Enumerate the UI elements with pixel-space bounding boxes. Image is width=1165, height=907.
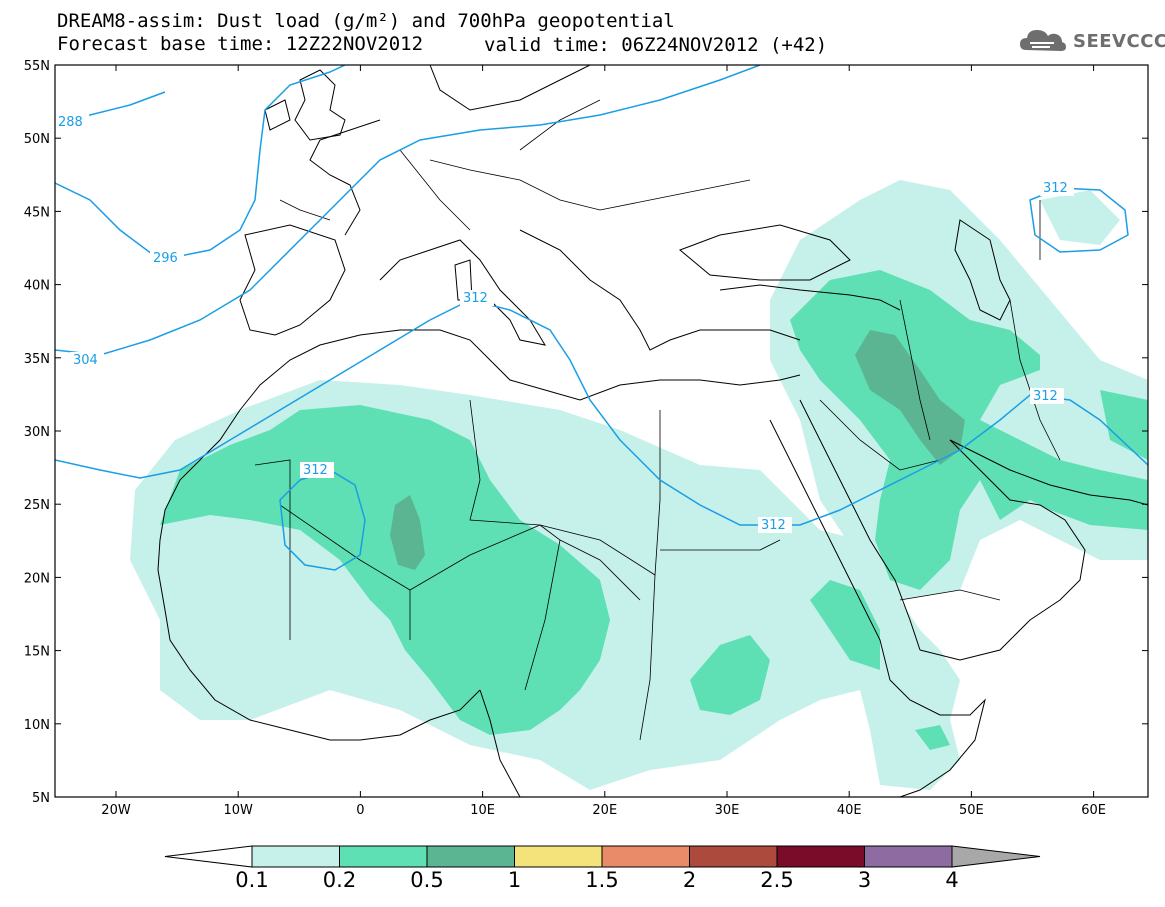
cloud-logo-icon bbox=[1020, 30, 1066, 51]
colorbar-left-arrow bbox=[164, 845, 253, 868]
colorbar-segment bbox=[514, 845, 603, 868]
colorbar-segment bbox=[689, 845, 778, 868]
lat-label: 30N bbox=[24, 425, 50, 440]
lon-label: 60E bbox=[1081, 803, 1106, 818]
lon-label: 20E bbox=[592, 803, 617, 818]
lat-label: 20N bbox=[24, 571, 50, 586]
colorbar: 0.1 0.2 0.5 1 1.5 2 2.5 3 4 bbox=[164, 845, 1041, 892]
geopotential-contours bbox=[55, 65, 1148, 571]
lon-label: 50E bbox=[959, 803, 984, 818]
dust-load-dark-area bbox=[390, 330, 965, 570]
lon-label: 0 bbox=[356, 803, 364, 818]
colorbar-label: 1.5 bbox=[585, 868, 618, 892]
logo-text: SEEVCCC bbox=[1073, 30, 1165, 52]
colorbar-label: 0.1 bbox=[235, 868, 268, 892]
colorbar-label: 4 bbox=[945, 868, 958, 892]
lat-label: 40N bbox=[24, 279, 50, 294]
lat-label: 45N bbox=[24, 205, 50, 220]
colorbar-label: 3 bbox=[858, 868, 871, 892]
contour-label-312: 312 bbox=[463, 291, 488, 306]
colorbar-segment bbox=[339, 845, 428, 868]
colorbar-label: 0.2 bbox=[323, 868, 356, 892]
contour-labels: 288 296 304 312 312 312 312 312 bbox=[55, 114, 1074, 533]
lat-label: 55N bbox=[24, 59, 50, 74]
colorbar-label: 2.5 bbox=[760, 868, 793, 892]
colorbar-segment bbox=[426, 845, 515, 868]
colorbar-label: 1 bbox=[508, 868, 521, 892]
contour-label-304: 304 bbox=[73, 353, 98, 368]
contour-label-312: 312 bbox=[303, 463, 328, 478]
chart-title: DREAM8-assim: Dust load (g/m²) and 700hP… bbox=[57, 10, 675, 32]
colorbar-segment bbox=[864, 845, 953, 868]
contour-label-288: 288 bbox=[58, 115, 83, 130]
contour-label-312: 312 bbox=[761, 518, 786, 533]
lat-label: 50N bbox=[24, 132, 50, 147]
lat-label: 35N bbox=[24, 352, 50, 367]
lat-label: 5N bbox=[32, 791, 50, 806]
latitude-axis: 55N 50N 45N 40N 35N 30N 25N 20N 15N 10N 5N bbox=[24, 59, 1148, 806]
colorbar-label: 2 bbox=[683, 868, 696, 892]
lat-label: 10N bbox=[24, 718, 50, 733]
colorbar-segment bbox=[776, 845, 865, 868]
colorbar-segment bbox=[251, 845, 340, 868]
map-area bbox=[55, 65, 1148, 797]
contour-label-312: 312 bbox=[1033, 389, 1058, 404]
lon-label: 20W bbox=[101, 803, 131, 818]
colorbar-right-arrow bbox=[951, 845, 1041, 868]
colorbar-label: 0.5 bbox=[410, 868, 443, 892]
colorbar-segment bbox=[601, 845, 690, 868]
lon-label: 10W bbox=[223, 803, 253, 818]
valid-time: valid time: 06Z24NOV2012 (+42) bbox=[484, 34, 828, 56]
lon-label: 30E bbox=[715, 803, 740, 818]
country-borders bbox=[254, 99, 1061, 741]
coastlines bbox=[157, 65, 1148, 797]
lon-label: 40E bbox=[837, 803, 862, 818]
forecast-base-time: Forecast base time: 12Z22NOV2012 bbox=[57, 33, 424, 55]
contour-label-296: 296 bbox=[153, 251, 178, 266]
seevccc-logo: SEEVCCC bbox=[1018, 26, 1165, 56]
lat-label: 25N bbox=[24, 498, 50, 513]
longitude-axis: 20W 10W 0 10E 20E 30E 40E 50E 60E bbox=[101, 65, 1106, 818]
contour-label-312: 312 bbox=[1043, 181, 1068, 196]
lon-label: 10E bbox=[470, 803, 495, 818]
lat-label: 15N bbox=[24, 645, 50, 660]
